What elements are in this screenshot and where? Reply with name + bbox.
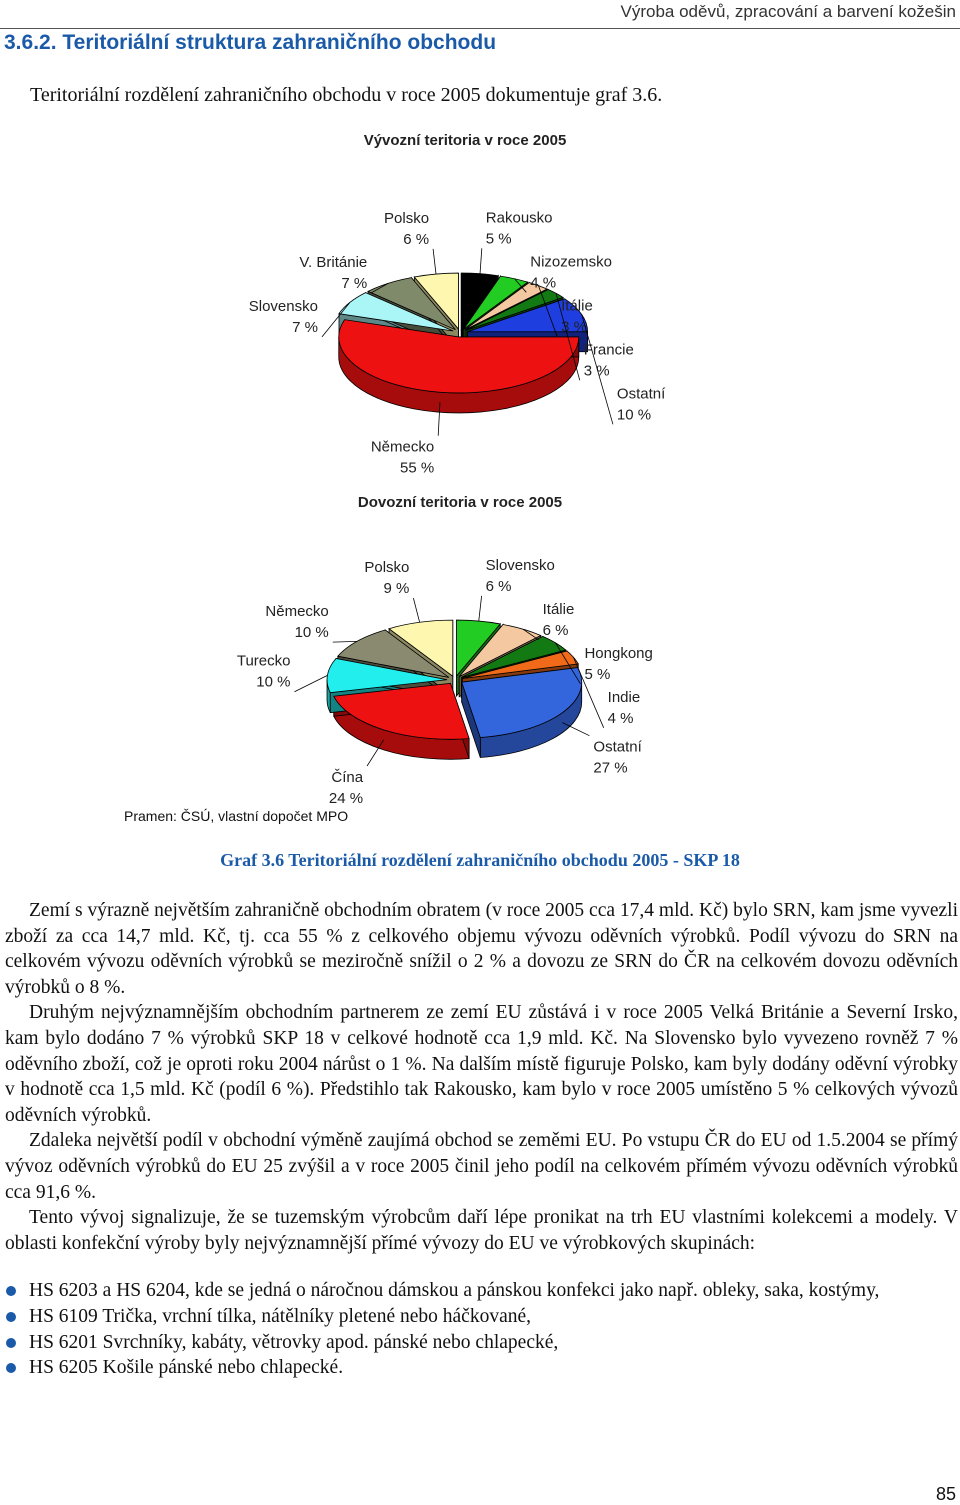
value-label: 6 % [543,622,569,639]
value-label: 10 % [295,624,329,641]
slice-label: Rakousko [486,209,553,226]
pie-slice [456,619,501,678]
figure-caption: Graf 3.6 Teritoriální rozdělení zahranič… [220,850,740,870]
pie-slice [460,272,500,331]
leader-line [371,283,389,294]
value-label: 6 % [403,231,429,248]
slice-label: Německo [371,439,434,456]
pie-slice [326,658,448,694]
value-label: 3 % [561,318,587,335]
import-chart: Dovozní teritoria v roce 2005 Slovensko 6… [237,494,653,805]
bullet: HS 6109 Trička, vrchní tílka, nátělníky … [5,1304,958,1330]
value-label: 4 % [608,710,634,727]
slice-label: Polsko [384,210,429,227]
paragraph: Zdaleka největší podíl v obchodní výměně… [5,1130,958,1203]
value-label: 4 % [530,274,556,291]
section-heading: 3.6.2. Teritoriální struktura zahraniční… [4,31,497,54]
slice-label: Nizozemsko [530,253,612,270]
leader-line [581,314,614,425]
slice-label: Čína [331,769,363,786]
leader-line [555,642,581,685]
paragraph: Tento vývoj signalizuje, že se tuzemským… [5,1207,958,1254]
value-label: 7 % [341,275,367,292]
slice-label: Německo [265,603,328,620]
chart-title: Dovozní teritoria v roce 2005 [358,494,562,511]
export-chart: Vývozní teritoria v roce 2005 Rakousko 5 … [249,132,666,477]
value-label: 6 % [486,578,512,595]
value-label: 5 % [486,230,512,247]
leader-line [432,248,437,275]
leader-line [522,628,539,641]
slice-label: Turecko [237,653,291,670]
leader-line [562,722,590,737]
paragraph: Druhým nejvýznamnějším obchodním partner… [5,1002,958,1126]
leader-line [413,598,421,623]
leader-line [478,595,483,622]
value-label: 27 % [593,760,627,777]
pie-slice [338,319,580,394]
slice-label: Polsko [364,559,409,576]
leader-line [514,278,527,293]
value-label: 10 % [256,674,290,691]
pie-slice [467,298,589,333]
value-label: 3 % [584,362,610,379]
slice-label: Ostatní [593,739,642,756]
leader-line [437,402,441,436]
pie-slice [461,635,567,678]
body-text: Zemí s výrazně největším zahraničně obch… [5,898,958,1381]
pie-slice [388,619,454,677]
slice-label: Slovensko [486,557,555,574]
running-title: Výroba oděvů, zpracování a barvení kožeš… [620,2,956,21]
leader-line [321,302,351,338]
leader-line [573,657,605,728]
slice-label: Slovensko [249,298,318,315]
value-label: 5 % [584,666,610,683]
slice-label: Indie [608,689,641,706]
leader-line [366,739,385,767]
pie-slice [458,624,542,677]
slice-label: V. Británie [299,254,367,271]
value-label: 7 % [292,319,318,336]
value-label: 9 % [384,580,410,597]
bullet: HS 6201 Svrchníky, kabáty, větrovky apod… [5,1330,958,1356]
bullet: HS 6203 a HS 6204, kde se jedná o náročn… [5,1278,958,1304]
pie-slice [461,667,583,738]
pie-slice [337,629,450,678]
leader-line [479,248,483,274]
leader-line [555,293,581,381]
slice-label: Francie [584,341,634,358]
value-label: 10 % [617,406,651,423]
intro: Teritoriální rozdělení zahraničního obch… [30,84,663,106]
pie-slice [413,272,459,331]
chart-title: Vývozní teritoria v roce 2005 [364,132,567,149]
header-rule [0,28,960,29]
bullet-list: HS 6203 a HS 6204, kde se jedná o náročn… [5,1278,958,1380]
source: Pramen: ČSÚ, vlastní dopočet MPO [124,808,349,824]
slice-label: Ostatní [617,385,666,402]
slice-label: Itálie [561,297,593,314]
bullet: HS 6205 Košile pánské nebo chlapecké. [5,1355,958,1381]
pie-slice [464,282,548,331]
page-number: 85 [935,1484,956,1504]
leader-line [332,640,358,643]
leader-line [294,674,328,693]
pie-slice [333,682,470,740]
pie-slice [463,275,529,330]
paragraph: Zemí s výrazně největším zahraničně obch… [5,900,958,998]
value-label: 55 % [400,460,434,477]
leader-line [538,285,558,337]
value-label: 24 % [329,790,363,805]
slice-label: Hongkong [584,645,652,662]
slice-label: Itálie [543,601,575,618]
